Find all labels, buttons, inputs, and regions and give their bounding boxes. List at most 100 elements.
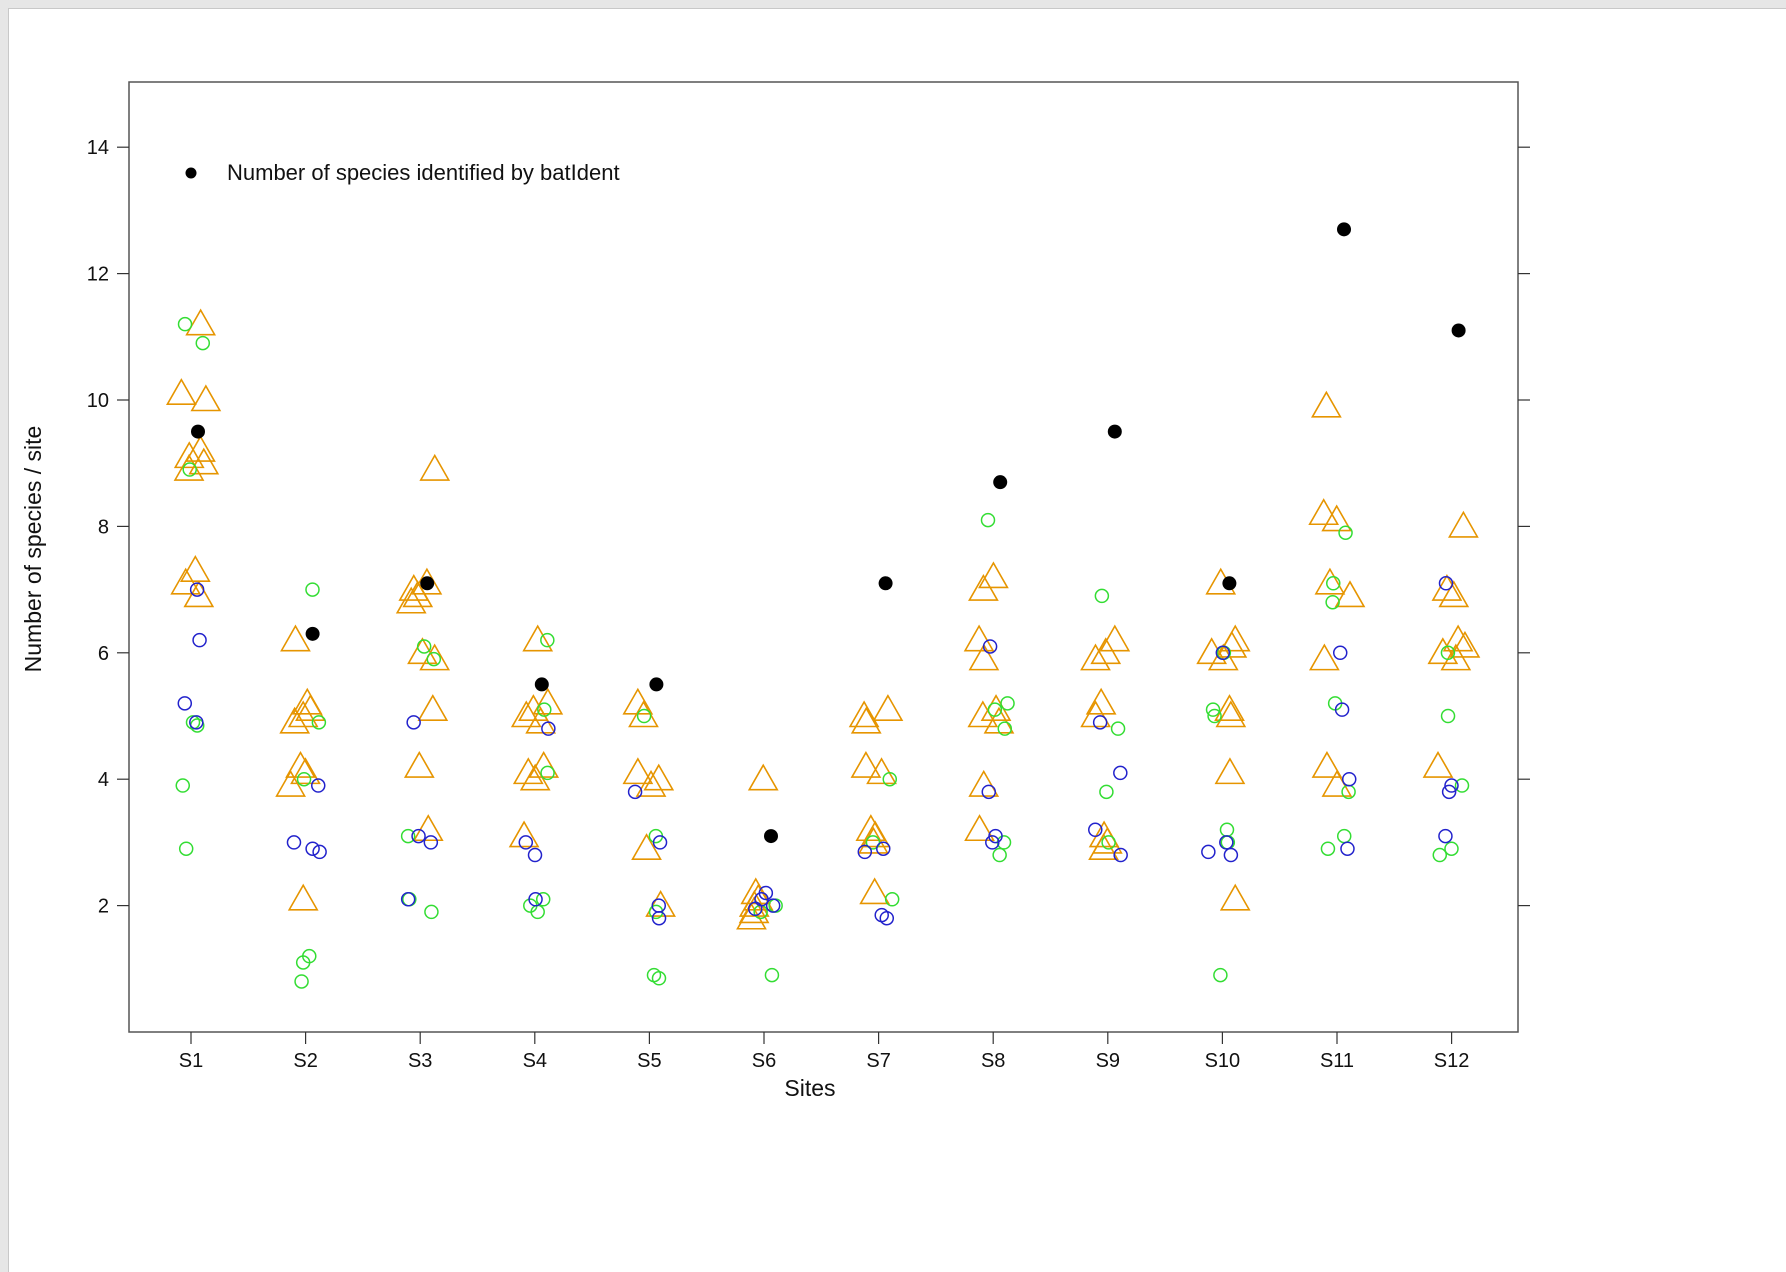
- green-circle-point: [540, 632, 555, 648]
- blue-circle-point: [189, 715, 204, 730]
- blue-circle-point: [1223, 847, 1239, 863]
- blue-circle-point: [286, 835, 302, 850]
- green-circle-point: [1219, 822, 1235, 838]
- triangle-point: [850, 750, 882, 778]
- triangle-point: [419, 453, 451, 481]
- triangle-point: [622, 757, 654, 785]
- blue-circle-point: [1341, 771, 1357, 787]
- triangle-point: [407, 637, 438, 665]
- legend-label: Number of species identified by batIdent: [227, 160, 620, 185]
- triangle-point: [1215, 700, 1247, 728]
- blue-circle-point: [652, 835, 668, 850]
- green-circle-point: [1320, 841, 1336, 856]
- green-circle-point: [1432, 847, 1448, 863]
- blue-circle-point: [406, 715, 421, 730]
- batident-point: [534, 677, 549, 692]
- green-circle-point: [537, 702, 552, 717]
- blue-circle-point: [310, 778, 326, 793]
- triangle-point: [1308, 498, 1340, 526]
- triangle-point: [968, 643, 1000, 671]
- blue-circle-point: [312, 844, 327, 860]
- blue-circle-point: [192, 632, 207, 648]
- data-marks: [165, 222, 1481, 989]
- blue-circle-point: [189, 582, 205, 597]
- triangle-point: [417, 694, 449, 721]
- y-axis: 2 4 6 8 10 12 14: [87, 137, 1530, 918]
- batident-point: [993, 475, 1008, 490]
- plot-frame: [128, 81, 1519, 1033]
- x-tick-label: S4: [523, 1050, 547, 1072]
- triangle-point: [165, 378, 197, 405]
- green-circle-point: [865, 835, 881, 850]
- green-circle-point: [1213, 967, 1228, 983]
- green-circle-point: [295, 955, 311, 970]
- green-circle-point: [1336, 828, 1352, 844]
- green-circle-point: [651, 971, 667, 986]
- triangle-point: [190, 384, 222, 412]
- blue-circle-point: [1332, 645, 1348, 661]
- x-tick-label: S3: [408, 1050, 432, 1072]
- x-tick-label: S2: [293, 1050, 317, 1072]
- blue-circle-point: [1334, 702, 1350, 717]
- green-circle-point: [1099, 784, 1114, 800]
- triangle-point: [285, 750, 316, 778]
- y-tick-label: 10: [87, 390, 109, 412]
- blue-circle-point: [528, 892, 543, 907]
- green-circle-point: [1000, 696, 1015, 711]
- triangle-point: [968, 573, 999, 601]
- triangle-point: [403, 750, 435, 778]
- triangle-point: [963, 624, 995, 652]
- blue-circle-point: [982, 639, 998, 654]
- green-circle-point: [882, 771, 898, 787]
- triangle-point: [279, 706, 311, 734]
- batident-point: [191, 424, 205, 439]
- green-circle-point: [175, 778, 191, 793]
- triangle-point: [287, 883, 319, 911]
- x-tick-label: S1: [179, 1050, 203, 1072]
- triangle-point: [848, 700, 880, 728]
- blue-circle-point: [1219, 835, 1234, 850]
- triangle-point: [1219, 883, 1251, 911]
- blue-circle-point: [1113, 765, 1128, 781]
- x-tick-label: S12: [1434, 1050, 1470, 1072]
- batident-point: [1107, 424, 1122, 439]
- triangle-point: [968, 769, 1000, 797]
- y-tick-label: 14: [87, 137, 109, 159]
- triangle-point: [859, 820, 891, 848]
- green-circle-point: [178, 841, 194, 856]
- batident-point: [878, 576, 893, 591]
- triangle-point: [412, 814, 444, 842]
- y-axis-label: Number of species / site: [20, 426, 46, 673]
- blue-circle-point: [879, 910, 895, 926]
- batident-point: [649, 677, 664, 692]
- triangle-point: [1085, 687, 1117, 715]
- blue-circle-point: [1438, 828, 1453, 844]
- blue-circle-point: [305, 841, 320, 856]
- green-circle-point: [182, 462, 197, 477]
- triangle-point: [1311, 390, 1342, 418]
- y-tick-label: 8: [98, 516, 109, 538]
- batident-point: [1337, 222, 1351, 237]
- triangle-point: [1216, 630, 1248, 658]
- triangle-point: [280, 624, 311, 652]
- blue-circle-point: [985, 835, 1000, 850]
- triangle-point: [1448, 510, 1479, 538]
- triangle-point: [1080, 643, 1111, 671]
- y-tick-label: 12: [87, 264, 109, 286]
- triangle-point: [859, 877, 891, 905]
- green-circle-point: [540, 765, 555, 781]
- green-circle-point: [992, 847, 1007, 863]
- plot-canvas: 2 4 6 8 10 12 14 S1 S2 S3 S4 S5 S6 S7 S8 S9 S10 S11 S12 N…: [8, 8, 1786, 1272]
- blue-circle-point: [1444, 778, 1459, 793]
- triangle-point: [850, 706, 882, 734]
- green-circle-point: [1440, 708, 1456, 724]
- green-circle-point: [1101, 835, 1116, 850]
- batident-point: [305, 626, 320, 641]
- triangle-point: [964, 814, 995, 842]
- triangle-point: [1438, 580, 1470, 608]
- triangle-point: [643, 763, 675, 791]
- blue-circle-point: [1201, 844, 1216, 860]
- green-circle-point: [296, 771, 312, 787]
- blue-circle-point: [981, 784, 997, 800]
- triangle-point: [1440, 643, 1472, 671]
